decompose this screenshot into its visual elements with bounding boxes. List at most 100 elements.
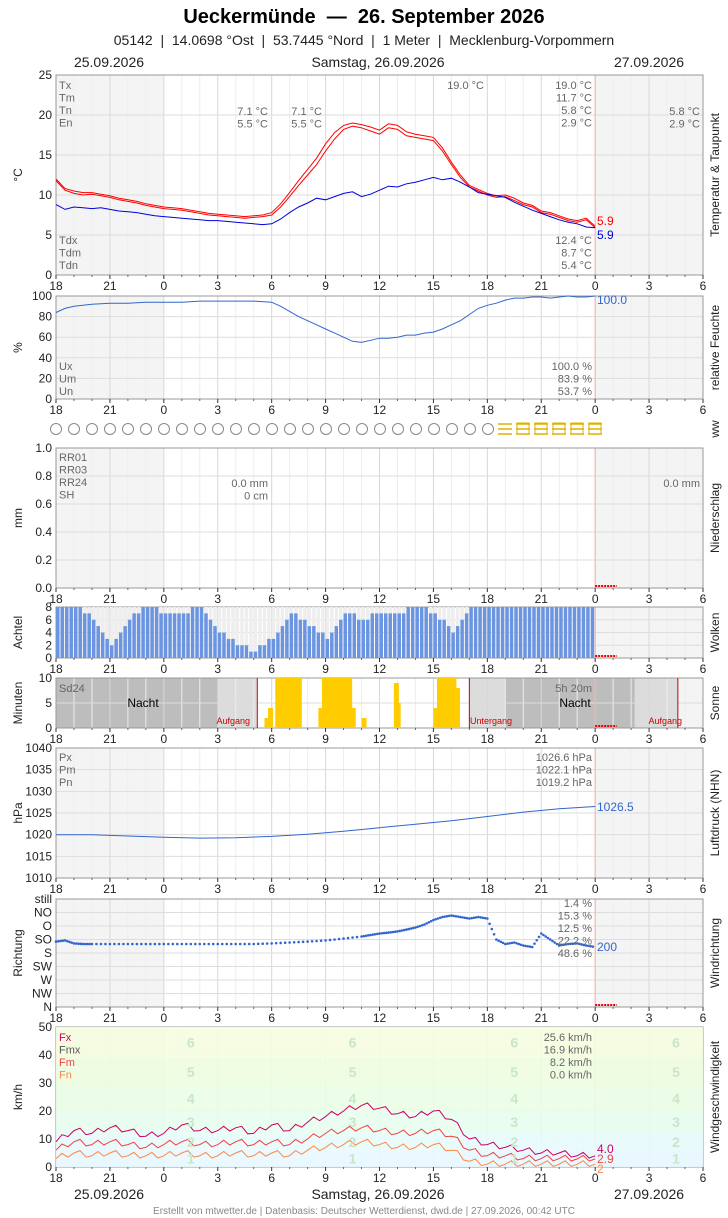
temperature-info-next: 2.9 °C <box>669 119 700 131</box>
clear-sky-icon <box>374 423 386 435</box>
wind_direction-xtick-label: 21 <box>103 1011 117 1025</box>
wind-direction-point <box>342 937 345 940</box>
cloud-bar <box>375 613 379 658</box>
precipitation-info-prev: 0 cm <box>244 491 268 503</box>
beaufort-label: 4 <box>187 1090 195 1106</box>
sunshine-bar <box>361 718 367 728</box>
wind-direction-point <box>420 923 424 927</box>
sunshine-bar <box>451 678 457 728</box>
cloud-bar <box>235 645 240 658</box>
wind-direction-point <box>587 944 590 948</box>
humidity-xtick-label: 0 <box>592 403 599 417</box>
wind-direction-point <box>95 942 98 946</box>
fog-icon <box>498 423 512 435</box>
wind_speed-xtick-label: 6 <box>268 1171 275 1185</box>
temperature-last-temp: 5.9 <box>597 214 614 228</box>
clear-sky-icon <box>428 423 440 435</box>
cloud-bar <box>271 638 276 658</box>
precipitation-xtick-label: 6 <box>268 592 275 606</box>
humidity-xtick-label: 12 <box>373 403 387 417</box>
temperature-ylabel: °C <box>11 168 25 182</box>
precipitation-xtick-label: 0 <box>592 592 599 606</box>
pressure-info-label: Px <box>59 752 72 764</box>
wind-direction-point <box>461 916 464 919</box>
sunshine-bar <box>264 718 270 728</box>
sunshine-night-label: Nacht <box>127 696 159 710</box>
cloud-bar <box>280 626 285 658</box>
wind-speed-series-fn <box>55 1138 596 1167</box>
cloud-bar <box>541 607 545 658</box>
wind-direction-point <box>400 929 404 932</box>
clear-sky-icon <box>194 423 206 435</box>
wind-direction-point <box>108 942 112 946</box>
precipitation-ytick-label: 0.8 <box>35 469 52 483</box>
temperature-ytick-label: 0 <box>45 268 52 282</box>
precipitation-xtick-label: 9 <box>322 592 329 606</box>
wind-direction-point <box>319 939 323 942</box>
clouds-xtick-label: 15 <box>427 662 441 676</box>
cloud-bar <box>348 613 352 658</box>
sunshine-xtick-label: 15 <box>427 732 441 746</box>
cloud-bar <box>451 632 455 658</box>
wind-direction-point <box>234 942 238 946</box>
wind-direction-info-day: 48.6 % <box>558 948 592 960</box>
cloud-bar <box>226 638 231 658</box>
pressure-xtick-label: 0 <box>160 882 167 896</box>
precipitation-xtick-label: 21 <box>103 592 117 606</box>
beaufort-label: 3 <box>349 1114 357 1130</box>
humidity-info-day: 100.0 % <box>552 361 593 373</box>
wind_speed-xtick-label: 21 <box>535 1171 549 1185</box>
wind-direction-point <box>468 917 471 920</box>
sunshine-bar <box>444 678 450 728</box>
temperature-xtick-label: 21 <box>103 279 117 293</box>
beaufort-label: 4 <box>349 1090 357 1106</box>
temperature-info-prev: 7.1 °C <box>291 106 322 118</box>
cloud-bar <box>410 607 415 658</box>
cloud-bar <box>208 619 213 658</box>
clear-sky-icon <box>248 423 260 435</box>
wind-direction-point <box>238 942 242 946</box>
temperature-info-label: Tx <box>59 80 72 92</box>
cloud-bar <box>491 607 496 658</box>
beaufort-label: 6 <box>510 1034 518 1050</box>
cloud-bar <box>478 607 482 658</box>
clear-sky-icon <box>122 423 134 435</box>
sunshine-bar <box>437 678 443 728</box>
wind-direction-point <box>362 934 366 938</box>
wind-direction-point <box>441 915 444 919</box>
clouds-ytick-label: 8 <box>45 600 52 614</box>
precipitation-ylabel: mm <box>11 508 25 528</box>
humidity-ytick-label: 60 <box>39 330 53 344</box>
cloud-bar <box>114 638 118 658</box>
humidity-ytick-label: 100 <box>32 289 52 303</box>
humidity-xtick-label: 6 <box>268 403 275 417</box>
fog-icon <box>516 422 530 435</box>
beaufort-band <box>56 1027 703 1058</box>
cloud-bar <box>172 613 177 658</box>
humidity-xtick-label: 18 <box>481 403 495 417</box>
wind-direction-point <box>425 922 428 925</box>
fog-icon <box>534 422 548 435</box>
fog-box <box>534 422 548 435</box>
pressure-xtick-label: 18 <box>481 882 495 896</box>
sunshine-xtick-label: 21 <box>535 732 549 746</box>
beaufort-label: 1 <box>672 1151 680 1167</box>
beaufort-label: 2 <box>349 1134 357 1150</box>
clear-sky-icon <box>176 423 188 435</box>
cloud-bar <box>487 607 491 658</box>
wind-direction-point <box>83 942 87 946</box>
sunshine-bar <box>395 703 401 728</box>
temperature-info-day: 2.9 °C <box>561 118 592 130</box>
clouds-xtick-label: 18 <box>481 662 495 676</box>
wind-direction-point <box>306 940 309 943</box>
wind-direction-point <box>243 942 247 946</box>
cloud-bar <box>231 638 235 658</box>
wind-direction-point <box>59 939 62 943</box>
wind-direction-point <box>438 916 442 920</box>
cloud-bar <box>545 607 550 658</box>
wind-direction-point <box>553 941 557 944</box>
clouds-xtick-label: 9 <box>322 662 329 676</box>
wind_direction-xtick-label: 21 <box>535 1011 549 1025</box>
wind-speed-series-fm <box>55 1124 596 1162</box>
